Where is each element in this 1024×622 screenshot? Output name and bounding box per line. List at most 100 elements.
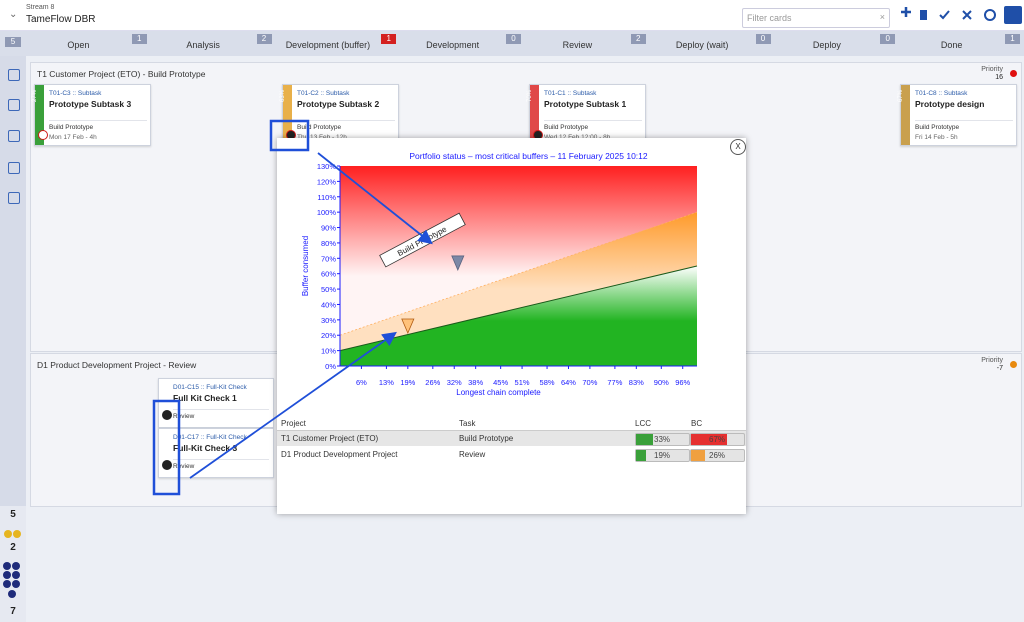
filter-placeholder: Filter cards xyxy=(747,13,792,23)
sidebar-icon[interactable] xyxy=(8,99,20,111)
card-progress: 63% xyxy=(280,89,287,103)
priority-value: -7 xyxy=(996,365,1003,372)
sidebar-count: 7 xyxy=(10,606,16,617)
x-tick-label: 90% xyxy=(654,378,669,387)
card-status-icon xyxy=(162,410,172,420)
delete-button[interactable] xyxy=(920,10,927,20)
table-header: BC xyxy=(691,419,703,428)
card-progress-strip: 27% xyxy=(32,85,44,145)
project-cell: D1 Product Development Project xyxy=(281,450,398,459)
x-tick-label: 70% xyxy=(582,378,597,387)
card-progress-strip: 63% xyxy=(280,85,292,145)
x-tick-label: 96% xyxy=(675,378,690,387)
card-divider xyxy=(544,120,642,121)
progress-track: 33% xyxy=(635,433,690,446)
y-tick-label: 130% xyxy=(317,162,337,171)
settings-button[interactable] xyxy=(984,9,996,21)
y-tick-label: 80% xyxy=(321,239,336,248)
lane-title: D1 Product Development Project - Review xyxy=(37,360,197,370)
y-tick-label: 10% xyxy=(321,347,336,356)
buffer-zone xyxy=(340,266,697,366)
total-badge: 5 xyxy=(5,37,21,47)
card[interactable]: 67% T01-C8 :: Subtask Prototype design Buil… xyxy=(898,84,1017,146)
table-rule xyxy=(277,430,746,431)
x-tick-label: 77% xyxy=(607,378,622,387)
sidebar-count: 5 xyxy=(10,509,16,520)
buffer-point xyxy=(451,255,465,271)
sidebar-icon[interactable] xyxy=(8,130,20,142)
portfolio-modal: X Portfolio status – most critical buffer… xyxy=(277,138,746,514)
column-name: Deploy (wait) xyxy=(675,40,729,50)
x-axis-label: Longest chain complete xyxy=(456,388,541,397)
cancel-button[interactable] xyxy=(962,10,972,20)
close-button[interactable]: X xyxy=(730,139,746,155)
card-task: Build Prototype xyxy=(915,124,960,131)
card-task: Build Prototype xyxy=(49,124,94,131)
card[interactable]: D01-C15 :: Full-Kit Check Full Kit Check … xyxy=(158,378,274,428)
y-tick-label: 90% xyxy=(321,224,336,233)
zone-boundary xyxy=(339,265,698,352)
x-tick-label: 19% xyxy=(400,378,415,387)
progress-fill xyxy=(636,450,647,461)
column-name: Open xyxy=(67,40,90,50)
stream-name: Stream 8 xyxy=(26,4,55,11)
buffer-point xyxy=(401,318,415,335)
card-task: Review xyxy=(173,463,195,470)
buffer-coin xyxy=(4,530,12,538)
table-header: Project xyxy=(281,419,306,428)
sidebar-count: 2 xyxy=(10,542,16,553)
card-id: T01-C2 :: Subtask xyxy=(297,90,350,97)
sidebar-icon[interactable] xyxy=(8,69,20,81)
card-task: Build Prototype xyxy=(544,124,589,131)
confirm-button[interactable] xyxy=(939,10,950,20)
priority-label: Priority xyxy=(981,66,1003,73)
card-status-icon xyxy=(162,460,172,470)
card[interactable]: D01-C17 :: Full-Kit Check Full-Kit Check … xyxy=(158,428,274,478)
filter-input[interactable]: Filter cards × xyxy=(742,8,890,28)
task-cell: Build Prototype xyxy=(459,434,514,443)
task-cell: Review xyxy=(459,450,486,459)
sidebar-icon[interactable] xyxy=(8,192,20,204)
card-date: Thu 13 Feb - 12h xyxy=(297,134,347,141)
buffer-coin xyxy=(12,571,20,579)
card-id: T01-C3 :: Subtask xyxy=(49,90,102,97)
board-name: TameFlow DBR xyxy=(26,14,96,25)
card-task: Build Prototype xyxy=(297,124,342,131)
add-button[interactable] xyxy=(901,7,911,17)
collapse-icon: ⌄ xyxy=(9,9,18,20)
x-tick-label: 38% xyxy=(468,378,483,387)
x-tick-label: 6% xyxy=(356,378,367,387)
card-divider xyxy=(49,120,147,121)
buffer-coin xyxy=(12,580,20,588)
card-title: Full-Kit Check 3 xyxy=(173,443,238,453)
y-tick-label: 30% xyxy=(321,316,336,325)
card-progress: 70% xyxy=(527,89,534,103)
priority-value: 16 xyxy=(995,74,1003,81)
progress-track: 67% xyxy=(690,433,745,446)
y-tick-label: 40% xyxy=(321,300,336,309)
progress-label: 26% xyxy=(709,451,726,460)
column-name: Development xyxy=(426,40,480,50)
app-button[interactable] xyxy=(1004,6,1022,24)
x-tick-label: 45% xyxy=(493,378,508,387)
card-status-icon xyxy=(38,130,48,140)
sidebar-icon[interactable] xyxy=(8,162,20,174)
x-tick-label: 26% xyxy=(425,378,440,387)
card-title: Prototype Subtask 3 xyxy=(49,99,132,109)
card-date: Mon 17 Feb - 4h xyxy=(49,134,97,141)
progress-fill xyxy=(636,434,654,445)
y-tick-label: 20% xyxy=(321,331,336,340)
lane-title: T1 Customer Project (ETO) - Build Protot… xyxy=(37,69,206,79)
y-axis-label: Buffer consumed xyxy=(301,236,310,296)
column-count: 0 xyxy=(506,34,521,44)
column-name: Done xyxy=(940,40,963,50)
column-count: 0 xyxy=(880,34,896,44)
y-tick-label: 60% xyxy=(321,270,336,279)
card-title: Prototype design xyxy=(915,99,985,109)
column-name: Deploy xyxy=(812,40,841,50)
table-header: Task xyxy=(459,419,476,428)
